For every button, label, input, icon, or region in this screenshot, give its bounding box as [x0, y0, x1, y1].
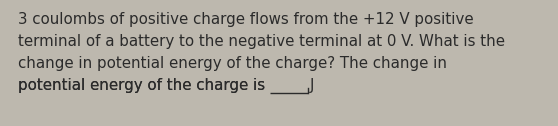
- Text: 3 coulombs of positive charge flows from the +12 V positive: 3 coulombs of positive charge flows from…: [18, 12, 474, 27]
- Text: potential energy of the charge is: potential energy of the charge is: [18, 78, 265, 93]
- Text: terminal of a battery to the negative terminal at 0 V. What is the: terminal of a battery to the negative te…: [18, 34, 505, 49]
- Text: potential energy of the charge is: potential energy of the charge is: [18, 78, 270, 93]
- Text: J: J: [310, 78, 314, 93]
- Text: change in potential energy of the charge? The change in: change in potential energy of the charge…: [18, 56, 447, 71]
